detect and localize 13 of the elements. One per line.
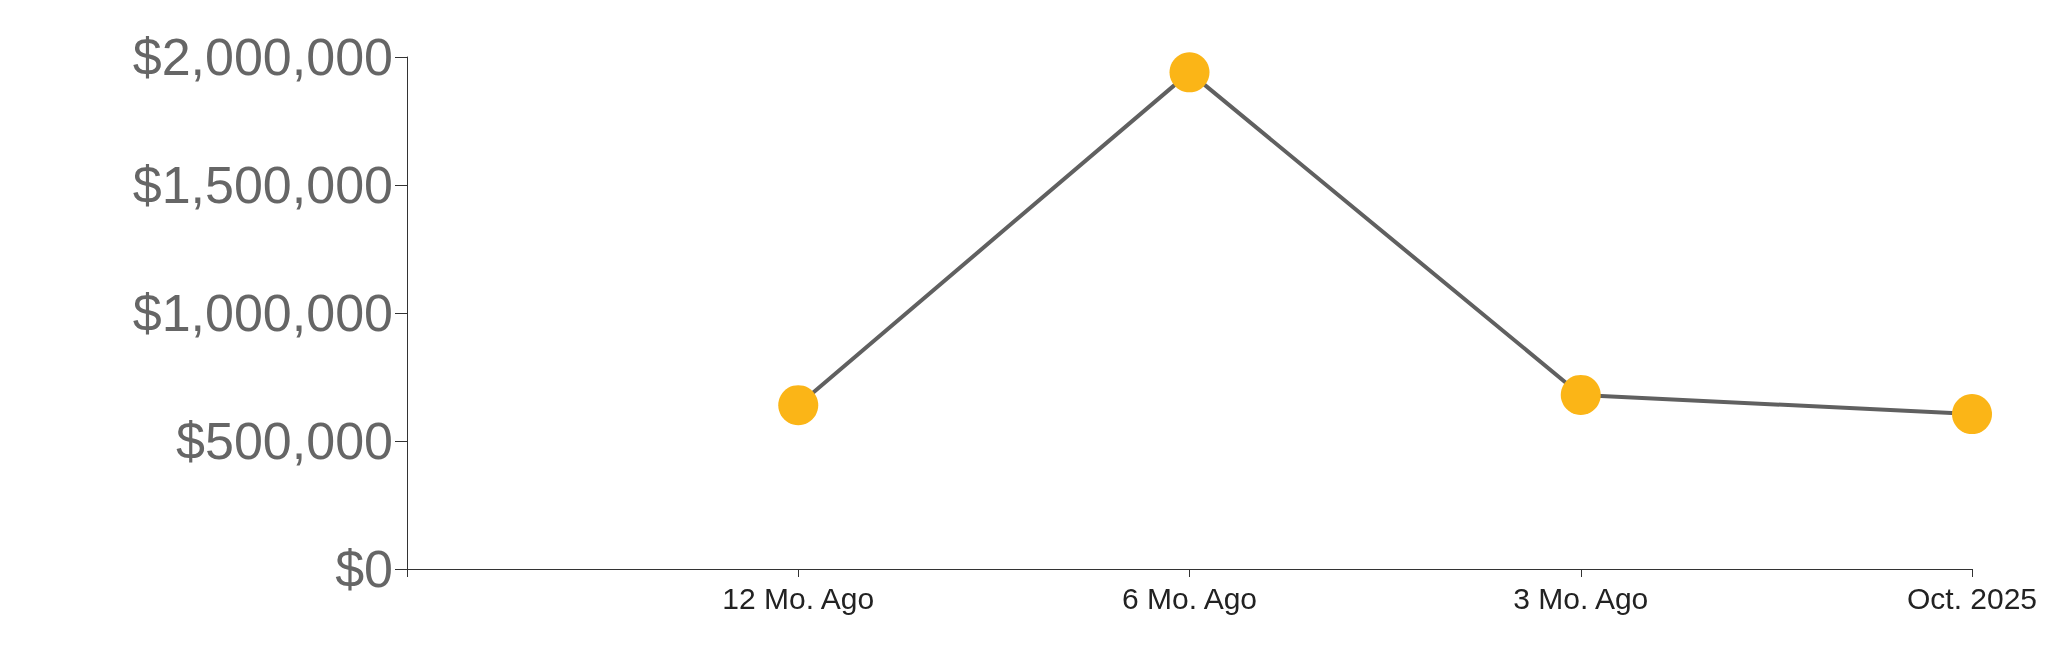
- y-tick-label: $2,000,000: [132, 28, 393, 86]
- x-tick-label: 6 Mo. Ago: [1121, 581, 1258, 615]
- point: [1169, 52, 1210, 93]
- x-tick-label: Oct. 2025: [1906, 581, 2038, 615]
- x-tick-label: 12 Mo. Ago: [722, 581, 875, 615]
- point: [1952, 394, 1992, 435]
- point: [1560, 374, 1601, 415]
- y-tick-label: $0: [335, 540, 393, 598]
- x-tick-label: 3 Mo. Ago: [1513, 581, 1649, 615]
- y-tick-label: $1,500,000: [132, 156, 393, 214]
- y-tick-label: $500,000: [176, 412, 393, 470]
- point: [778, 385, 819, 426]
- y-tick-label: $1,000,000: [132, 284, 393, 342]
